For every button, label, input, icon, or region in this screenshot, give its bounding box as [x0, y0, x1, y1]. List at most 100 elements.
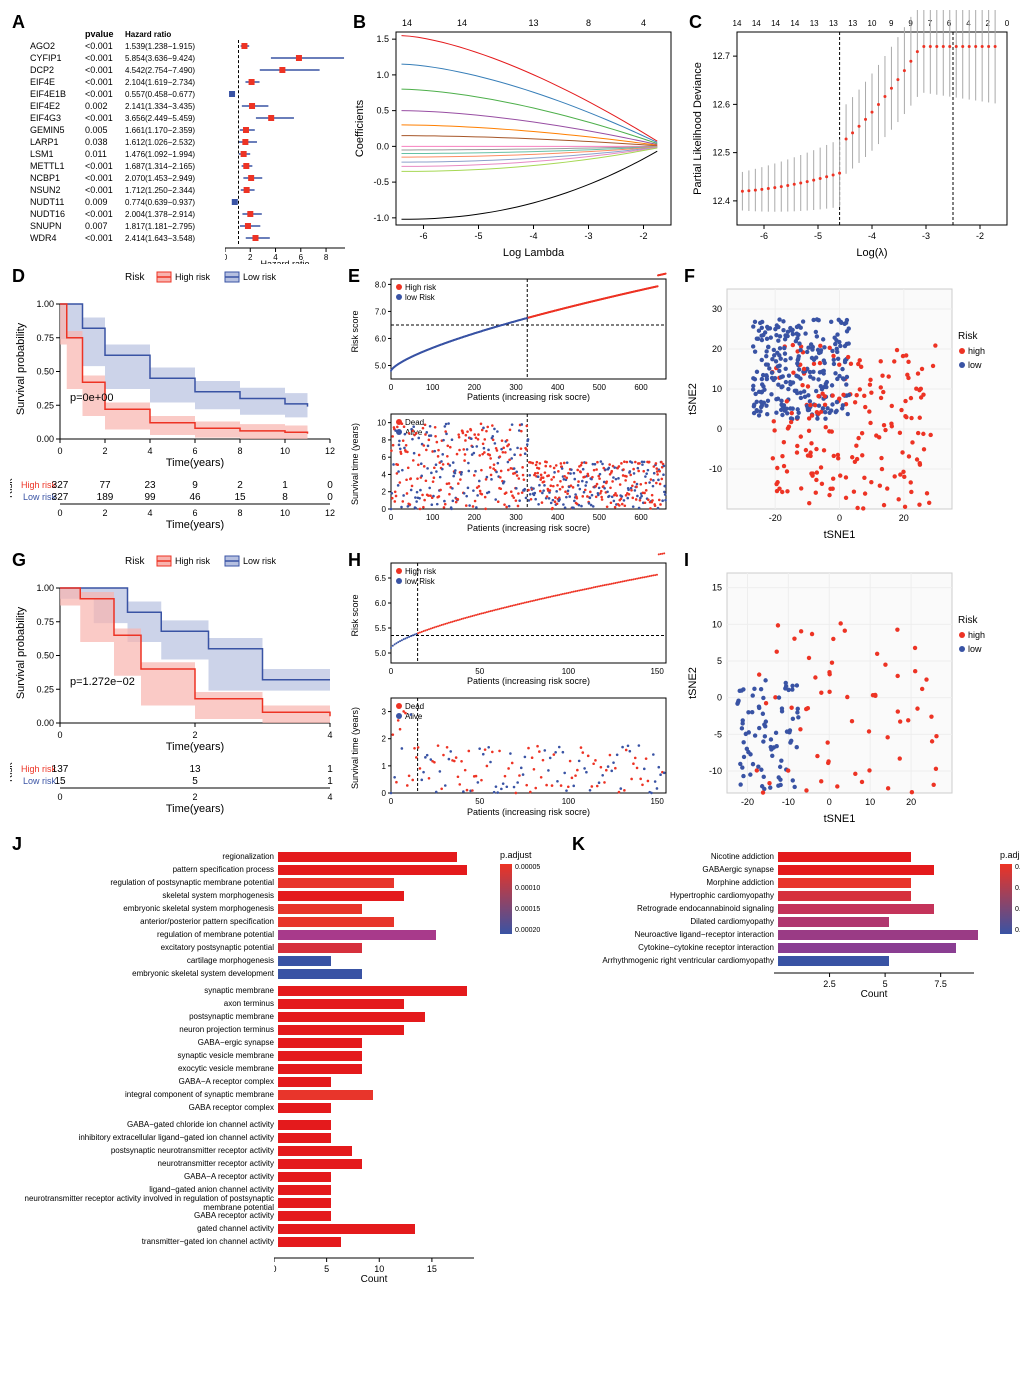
svg-text:7.0: 7.0 [375, 307, 387, 316]
svg-text:7.5: 7.5 [934, 979, 947, 989]
forest-row: LARP10.0381.612(1.026−2.532) [30, 136, 345, 148]
panel-k-kegg-enrichment: K Nicotine addictionGABAergic synapseMor… [570, 832, 1020, 1288]
svg-text:0: 0 [382, 505, 387, 514]
svg-text:9: 9 [889, 19, 894, 28]
svg-text:p=0e+00: p=0e+00 [70, 392, 113, 404]
panel-j-go-enrichment: J regionalizationpattern specification p… [10, 832, 564, 1288]
forest-row: NSUN2<0.0011.712(1.250−2.344) [30, 184, 345, 196]
svg-text:99: 99 [144, 492, 156, 503]
forest-row: DCP2<0.0014.542(2.754−7.490) [30, 64, 345, 76]
svg-text:500: 500 [593, 513, 607, 522]
svg-text:0: 0 [382, 789, 387, 798]
forest-row: AGO2<0.0011.539(1.238−1.915) [30, 40, 345, 52]
bar-row: transmitter−gated ion channel activity [14, 1235, 494, 1248]
bar-row: Morphine addiction [574, 876, 994, 889]
svg-text:12: 12 [325, 446, 335, 456]
svg-text:0: 0 [327, 492, 333, 503]
svg-text:4: 4 [147, 446, 152, 456]
svg-text:14: 14 [457, 18, 467, 28]
bar-row: embryonic skeletal system development [14, 967, 494, 980]
svg-text:13: 13 [189, 764, 201, 775]
svg-text:tSNE2: tSNE2 [687, 667, 699, 699]
svg-text:14: 14 [752, 19, 761, 28]
svg-text:6.5: 6.5 [375, 574, 387, 583]
panel-h-risk-validation: H 5.05.56.06.5Risk scoreHigh risklow Ris… [346, 548, 676, 828]
svg-text:400: 400 [551, 383, 565, 392]
bar-row: excitatory postsynaptic potential [14, 941, 494, 954]
svg-text:2: 2 [237, 480, 243, 491]
svg-text:5.5: 5.5 [375, 624, 387, 633]
svg-text:high: high [968, 630, 985, 640]
bar-row: postsynaptic membrane [14, 1010, 494, 1023]
kegg-barplot: Nicotine addictionGABAergic synapseMorph… [570, 832, 1020, 1003]
svg-text:15: 15 [54, 776, 66, 787]
svg-text:-3: -3 [584, 231, 592, 241]
svg-text:high: high [968, 346, 985, 356]
bar-row: GABA receptor activity [14, 1209, 494, 1222]
svg-text:Time(years): Time(years) [166, 457, 224, 469]
panel-label-f: F [684, 266, 695, 287]
svg-text:30: 30 [712, 304, 722, 314]
svg-text:Time(years): Time(years) [166, 519, 224, 531]
bar-row: neurotransmitter receptor activity [14, 1157, 494, 1170]
svg-text:-20: -20 [769, 513, 782, 523]
forest-row: SNUPN0.0071.817(1.181−2.795) [30, 220, 345, 232]
svg-text:0: 0 [717, 424, 722, 434]
svg-text:5.0: 5.0 [375, 361, 387, 370]
svg-text:0.50: 0.50 [36, 367, 54, 377]
svg-text:Risk: Risk [10, 762, 15, 782]
bar-row: GABA−A receptor complex [14, 1075, 494, 1088]
svg-text:High risk: High risk [405, 283, 437, 292]
svg-text:High risk: High risk [175, 556, 211, 566]
bar-row: regionalization [14, 850, 494, 863]
bar-row: skeletal system morphogenesis [14, 889, 494, 902]
svg-text:400: 400 [551, 513, 565, 522]
panel-b-lasso-coefficients: B -6-5-4-3-2-1.0-0.50.00.51.01.5Log Lamb… [351, 10, 681, 260]
svg-text:0: 0 [389, 667, 394, 676]
forest-row: EIF4E1B<0.0010.557(0.458−0.677) [30, 88, 345, 100]
svg-text:Dead: Dead [405, 702, 424, 711]
lasso-coef-chart: -6-5-4-3-2-1.0-0.50.00.51.01.5Log Lambda… [351, 10, 681, 260]
svg-text:15: 15 [712, 583, 722, 593]
svg-text:0: 0 [57, 792, 62, 802]
svg-text:0: 0 [1005, 19, 1010, 28]
bar-row: synaptic membrane [14, 984, 494, 997]
svg-text:500: 500 [593, 383, 607, 392]
svg-text:3: 3 [382, 708, 387, 717]
svg-text:0.0: 0.0 [376, 141, 389, 151]
bar-row: synaptic vesicle membrane [14, 1049, 494, 1062]
risk-survival-e: 5.06.07.08.0Risk scoreHigh risklow Risk0… [346, 264, 676, 544]
svg-text:2: 2 [382, 488, 387, 497]
forest-row: METTL1<0.0011.687(1.314−2.165) [30, 160, 345, 172]
svg-text:4: 4 [327, 730, 332, 740]
svg-text:5: 5 [192, 776, 198, 787]
panel-label-j: J [12, 834, 22, 855]
svg-text:300: 300 [509, 383, 523, 392]
svg-text:-5: -5 [714, 729, 722, 739]
bar-row: exocytic vesicle membrane [14, 1062, 494, 1075]
svg-text:50: 50 [475, 667, 484, 676]
svg-text:10: 10 [280, 446, 290, 456]
panel-label-i: I [684, 550, 689, 571]
svg-text:1: 1 [327, 764, 333, 775]
svg-text:12.6: 12.6 [712, 99, 730, 109]
svg-text:327: 327 [52, 492, 69, 503]
svg-text:0: 0 [389, 383, 394, 392]
svg-text:Survival time (years): Survival time (years) [350, 707, 360, 789]
svg-text:10: 10 [377, 419, 386, 428]
panel-i-tsne-validation: I -20-1001020-10-5051015tSNE1tSNE2Riskhi… [682, 548, 1012, 828]
svg-text:100: 100 [426, 383, 440, 392]
svg-text:14: 14 [771, 19, 780, 28]
bar-row: regulation of membrane potential [14, 928, 494, 941]
svg-text:-5: -5 [814, 231, 822, 241]
svg-text:low: low [968, 644, 982, 654]
svg-text:Risk: Risk [958, 331, 978, 342]
bar-row: pattern specification process [14, 863, 494, 876]
svg-text:-4: -4 [868, 231, 876, 241]
svg-text:6.0: 6.0 [375, 599, 387, 608]
svg-text:2: 2 [192, 730, 197, 740]
svg-text:5: 5 [324, 1264, 329, 1274]
svg-text:Dead: Dead [405, 418, 424, 427]
svg-text:150: 150 [650, 797, 664, 806]
svg-text:Count: Count [861, 989, 888, 999]
